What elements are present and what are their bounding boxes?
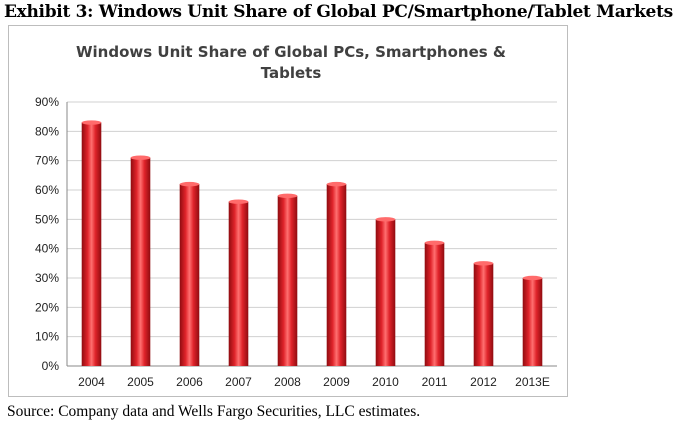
chart-title-line-2: Tablets (261, 64, 322, 82)
bar-group (81, 120, 102, 367)
x-tick-label: 2013E (515, 375, 550, 389)
exhibit-title: Exhibit 3: Windows Unit Share of Global … (4, 2, 673, 22)
y-tick-label: 30% (35, 271, 59, 285)
x-tick-label: 2006 (176, 375, 203, 389)
bar-group (375, 217, 396, 366)
bar-top (228, 199, 249, 204)
bar-top (81, 120, 102, 125)
bar-group (473, 261, 494, 366)
x-tick-label: 2004 (78, 375, 105, 389)
bar (228, 201, 249, 366)
bar-group (179, 181, 200, 366)
bar-top (277, 193, 298, 199)
bar-top (326, 181, 347, 187)
bar-group (326, 181, 347, 366)
bar (473, 263, 494, 366)
y-tick-label: 70% (35, 154, 59, 168)
y-tick-label: 10% (35, 330, 59, 344)
bar-group (522, 275, 543, 366)
bar-group (424, 240, 445, 366)
bar-top (473, 261, 494, 266)
bar-top (179, 181, 200, 187)
bar-top (522, 275, 543, 281)
y-tick-label: 80% (35, 124, 59, 138)
bar (424, 242, 445, 366)
bar (130, 157, 151, 366)
chart-title-line-1: Windows Unit Share of Global PCs, Smartp… (76, 43, 506, 61)
x-tick-label: 2009 (323, 375, 350, 389)
bar (326, 184, 347, 366)
chart-frame: Windows Unit Share of Global PCs, Smartp… (8, 25, 568, 397)
bar (375, 219, 396, 366)
bar-group (277, 193, 298, 366)
bar-group (228, 199, 249, 366)
y-tick-label: 50% (35, 212, 59, 226)
bar (522, 278, 543, 366)
y-tick-label: 60% (35, 183, 59, 197)
y-tick-label: 0% (42, 359, 60, 373)
x-tick-label: 2007 (225, 375, 252, 389)
bar (277, 195, 298, 366)
x-tick-label: 2010 (372, 375, 399, 389)
x-tick-label: 2005 (127, 375, 154, 389)
bar-group (130, 155, 151, 366)
y-tick-label: 40% (35, 242, 59, 256)
x-tick-label: 2008 (274, 375, 301, 389)
x-tick-label: 2012 (470, 375, 497, 389)
x-tick-label: 2011 (422, 375, 448, 389)
bar-top (375, 217, 396, 222)
source-note: Source: Company data and Wells Fargo Sec… (7, 403, 421, 420)
bar-top (424, 240, 445, 245)
bar-chart: Windows Unit Share of Global PCs, Smartp… (35, 43, 557, 389)
y-tick-label: 20% (35, 300, 59, 314)
y-tick-label: 90% (35, 95, 59, 109)
bar (179, 184, 200, 366)
bar-top (130, 155, 151, 160)
bar (81, 122, 102, 367)
